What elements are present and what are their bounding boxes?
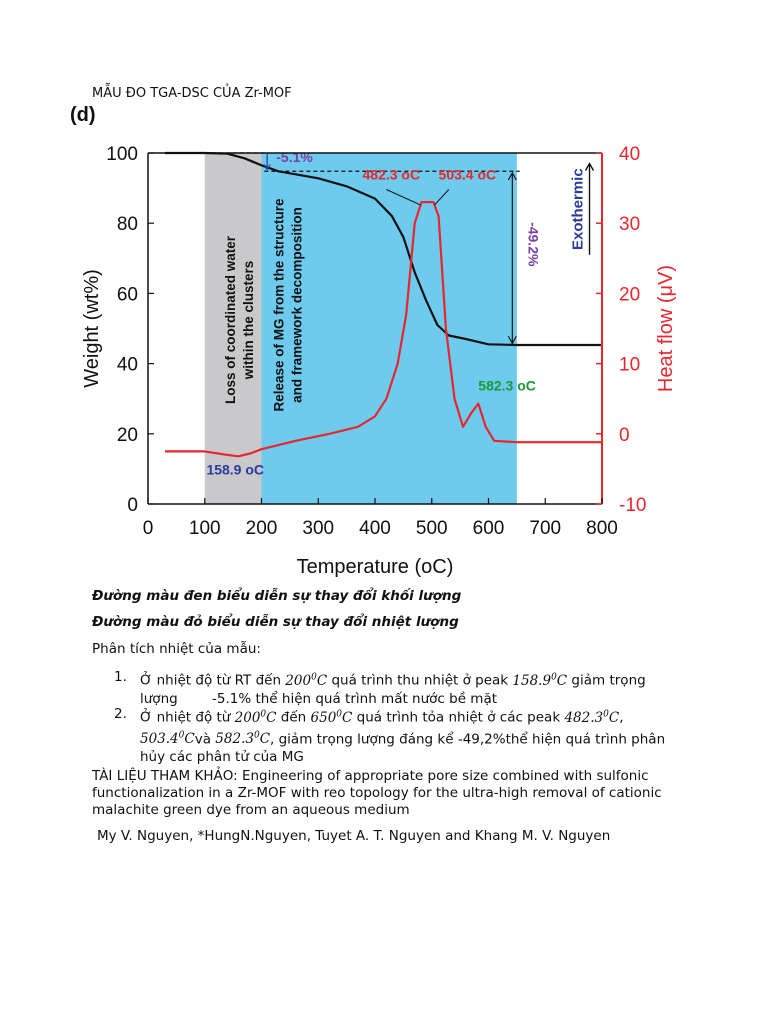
- temperature-value: 582.30C: [215, 730, 271, 748]
- y-right-tick-label: 10: [619, 355, 640, 376]
- y-left-tick-label: 40: [117, 355, 138, 376]
- y-left-tick-label: 0: [127, 495, 138, 516]
- authors-line: My V. Nguyen, *HungN.Nguyen, Tuyet A. T.…: [97, 828, 611, 844]
- tga-dsc-chart: Loss of coordinated water within the clus…: [70, 105, 677, 578]
- x-tick-label: 200: [246, 518, 278, 539]
- region-label-line: Loss of coordinated water: [223, 235, 238, 404]
- analysis-item-2: 2. Ở nhiệt độ từ 2000C đến 6500C quá trì…: [114, 705, 674, 766]
- reference-text: TÀI LIỆU THAM KHẢO: Engineering of appro…: [92, 768, 662, 818]
- exothermic-label: Exothermic: [570, 168, 587, 250]
- x-tick-label: 700: [529, 518, 561, 539]
- peak-159-label: 158.9 oC: [206, 462, 264, 478]
- region-2: [261, 153, 517, 504]
- x-tick-label: 600: [473, 518, 505, 539]
- item-text: , giảm trọng lượng đáng kể -49,2%thể hiệ…: [140, 731, 666, 765]
- y-left-tick-label: 100: [106, 144, 138, 165]
- y-right-tick-label: 0: [619, 425, 630, 446]
- region-label-1: Loss of coordinated water within the clus…: [223, 235, 256, 404]
- x-tick-label: 100: [189, 518, 221, 539]
- item-text: ,: [619, 709, 624, 726]
- panel-label: (d): [70, 105, 96, 126]
- region-label-2: Release of MG from the structure and fram…: [272, 198, 305, 412]
- temperature-value: 503.40C: [140, 730, 195, 748]
- peak-482-label: 482.3 oC: [363, 167, 421, 183]
- y-left-tick-label: 80: [117, 214, 138, 235]
- x-tick-label: 400: [359, 518, 391, 539]
- x-tick-label: 800: [586, 518, 618, 539]
- arrow-head-icon: [507, 171, 517, 181]
- y-left-tick-label: 60: [117, 284, 138, 305]
- temperature-value: 158.90C: [512, 672, 568, 689]
- y-right-tick-label: 30: [619, 214, 640, 235]
- peak-503-label: 503.4 oC: [439, 167, 497, 183]
- arrow-head-icon: [584, 162, 595, 171]
- y-right-tick-label: 40: [619, 144, 640, 165]
- leader-line: [386, 189, 421, 206]
- x-tick-label: 0: [143, 518, 154, 539]
- x-axis-label: Temperature (oC): [297, 556, 454, 578]
- region-label-line: Release of MG from the structure: [272, 198, 287, 412]
- region-label-line: and framework decomposition: [290, 207, 305, 403]
- leader-line: [434, 189, 450, 206]
- legend-red-line: Đường màu đỏ biểu diễn sự thay đổi nhiệt…: [92, 614, 459, 630]
- analysis-item-1: 1. Ở nhiệt độ từ RT đến 2000C quá trình …: [114, 668, 674, 708]
- mass-loss-2-label: -49.2%: [525, 222, 541, 267]
- item-text: -5.1% thể hiện quá trình mất nước bề mặt: [211, 690, 498, 707]
- temperature-value: 6500C: [310, 709, 353, 726]
- x-tick-label: 500: [416, 518, 448, 539]
- y-left-tick-label: 20: [117, 425, 138, 446]
- item-text: đến: [276, 709, 311, 726]
- legend-black-line: Đường màu đen biểu diễn sự thay đổi khối…: [92, 588, 462, 604]
- item-text: và: [194, 731, 216, 747]
- y-axis-left-label: Weight (wt%): [81, 269, 103, 388]
- item-text: quá trình tỏa nhiệt ở các peak: [352, 709, 565, 726]
- temperature-value: 2000C: [234, 709, 277, 726]
- temperature-value: 2000C: [285, 672, 328, 689]
- y-right-tick-label: 20: [619, 284, 640, 305]
- y-right-tick-label: -10: [619, 495, 646, 516]
- item-text: quá trình thu nhiệt ở peak: [327, 672, 513, 689]
- arrow-head-icon: [263, 164, 271, 171]
- weight-curve: [165, 151, 602, 347]
- heat-flow-curve: [165, 201, 602, 458]
- mass-loss-1-label: -5.1%: [276, 149, 313, 165]
- analysis-title: Phân tích nhiệt của mẫu:: [92, 641, 261, 657]
- x-tick-label: 300: [302, 518, 334, 539]
- region-label-line: within the clusters: [241, 261, 256, 381]
- item-text: Ở nhiệt độ từ RT đến: [140, 672, 286, 689]
- arrow-head-icon: [507, 335, 517, 345]
- y-axis-right-label: Heat flow (μV): [655, 265, 677, 392]
- item-text: Ở nhiệt độ từ: [140, 709, 235, 726]
- region-1: [204, 153, 262, 504]
- list-number: 1.: [114, 669, 127, 685]
- list-number: 2.: [114, 706, 127, 722]
- temperature-value: 482.30C: [564, 709, 620, 726]
- item-text: giảm trọng lượng: [140, 672, 646, 707]
- page-heading: MẪU ĐO TGA-DSC CỦA Zr-MOF: [92, 86, 292, 101]
- peak-582-label: 582.3 oC: [478, 377, 536, 393]
